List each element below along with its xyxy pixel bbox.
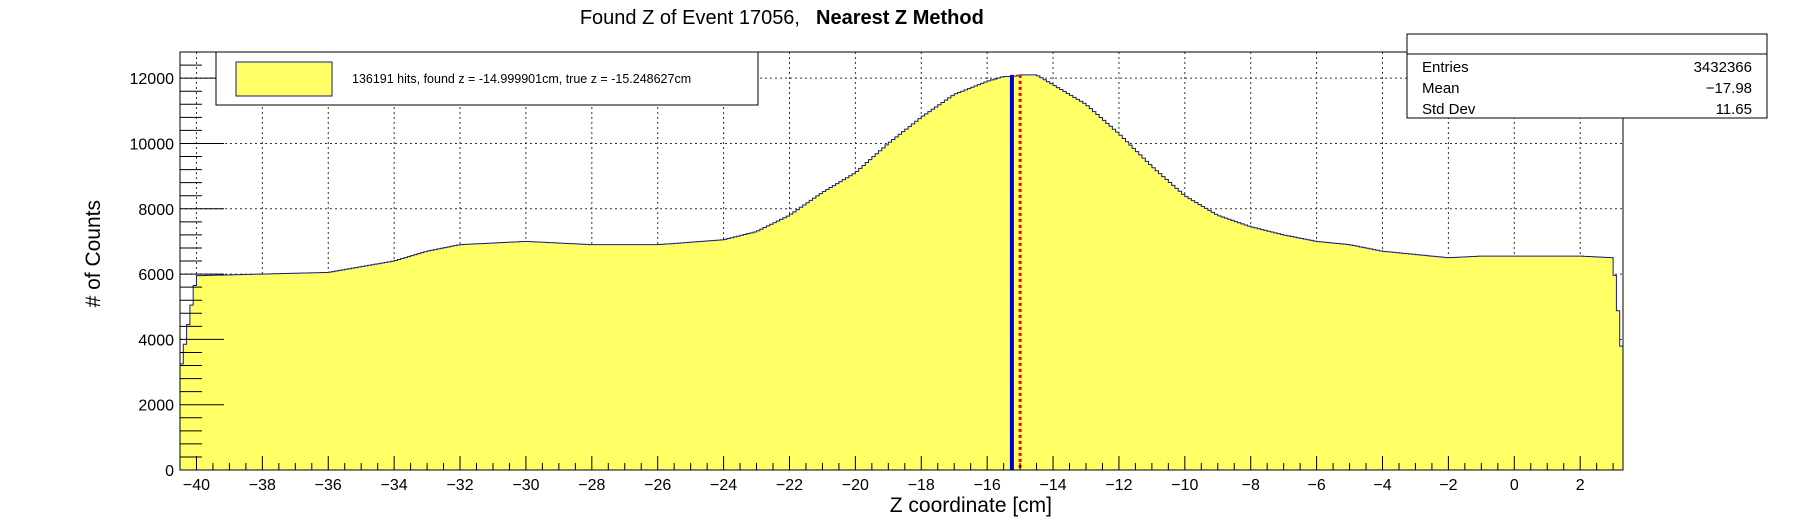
x-tick-label: −34 (381, 477, 408, 494)
x-tick-label: −8 (1242, 477, 1260, 494)
y-tick-label: 10000 (130, 136, 175, 153)
x-tick-label: −38 (249, 477, 276, 494)
z-markers (1009, 74, 1022, 470)
stats-mean-label: Mean (1422, 80, 1460, 97)
y-tick-label: 8000 (138, 202, 174, 219)
histogram-series (179, 74, 1624, 471)
y-tick-label: 12000 (130, 71, 175, 88)
legend-label: 136191 hits, found z = -14.999901cm, tru… (352, 72, 691, 86)
x-tick-label: −32 (446, 477, 473, 494)
x-tick-label: −16 (974, 477, 1001, 494)
chart-title-plain: Found Z of Event 17056, (580, 7, 800, 29)
x-tick-label: −2 (1439, 477, 1457, 494)
histogram-bins (179, 74, 1624, 471)
x-tick-label: −10 (1171, 477, 1198, 494)
x-tick-label: −20 (842, 477, 869, 494)
legend: 136191 hits, found z = -14.999901cm, tru… (215, 51, 759, 106)
y-tick-label: 6000 (138, 267, 174, 284)
stats-stddev-value: 11.65 (1716, 101, 1752, 118)
x-tick-label: −12 (1105, 477, 1132, 494)
x-tick-label: −36 (315, 477, 342, 494)
y-tick-label: 2000 (138, 398, 174, 415)
y-tick-label: 4000 (138, 332, 174, 349)
stats-box-frame (1406, 33, 1768, 119)
x-axis-title: Z coordinate [cm] (890, 494, 1052, 517)
stats-entries-value: 3432366 (1694, 59, 1752, 76)
x-tick-label: −14 (1039, 477, 1066, 494)
y-axis-title: # of Counts (82, 200, 105, 307)
x-tick-label: −30 (512, 477, 539, 494)
x-tick-label: −24 (710, 477, 737, 494)
stats-mean-value: −17.98 (1706, 80, 1752, 97)
y-axis-ticks: 0 2000 4000 6000 8000 10000 12000 (130, 51, 224, 480)
x-tick-label: −28 (578, 477, 605, 494)
stats-entries-label: Entries (1422, 59, 1469, 76)
stats-stddev-label: Std Dev (1422, 101, 1476, 118)
chart-title-bold: Nearest Z Method (816, 7, 984, 29)
x-tick-label: −22 (776, 477, 803, 494)
x-tick-label: −26 (644, 477, 671, 494)
stats-box: Entries 3432366 Mean −17.98 Std Dev 11.6… (1406, 33, 1768, 119)
x-tick-label: 2 (1576, 477, 1585, 494)
x-tick-label: 0 (1510, 477, 1519, 494)
x-tick-label: −4 (1373, 477, 1391, 494)
x-tick-label: −6 (1307, 477, 1325, 494)
y-tick-label: 0 (165, 463, 174, 480)
x-tick-label: −40 (183, 477, 210, 494)
x-axis-ticks: −40 −38 −36 −34 −32 −30 −28 −26 −24 −22 −20 −18 −16−… (179, 456, 1614, 494)
x-tick-label: −18 (908, 477, 935, 494)
legend-swatch (235, 61, 333, 97)
